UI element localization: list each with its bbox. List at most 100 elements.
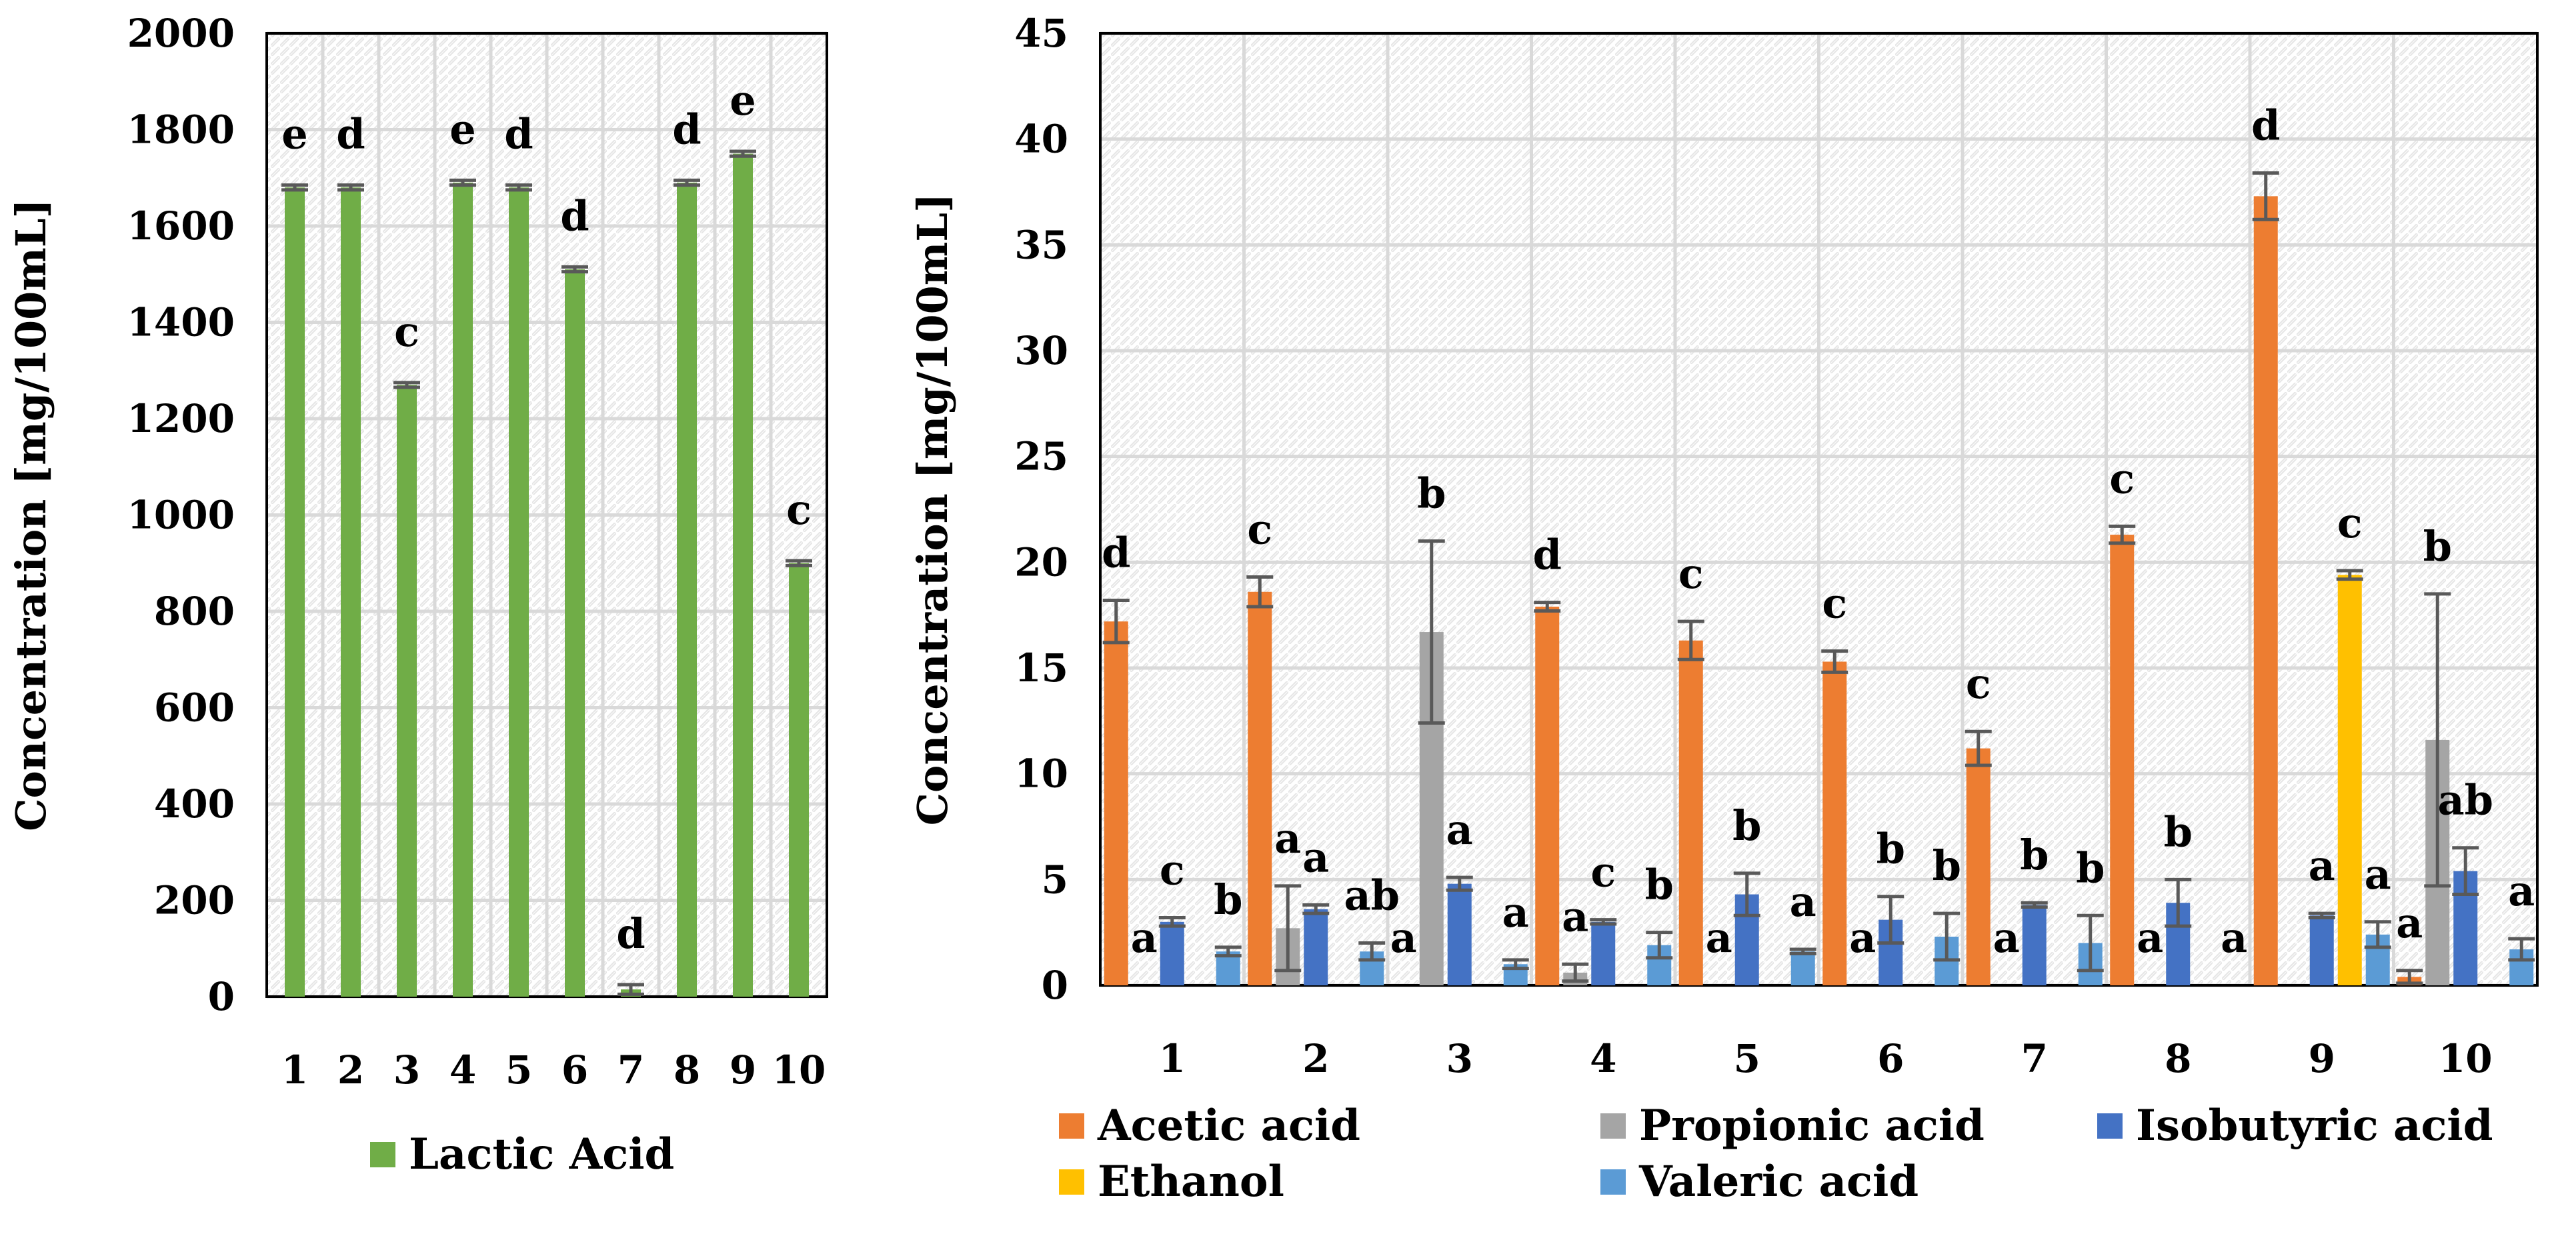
significance-label: c bbox=[1678, 549, 1704, 598]
y-tick-label: 200 bbox=[154, 878, 235, 923]
x-tick-label: 7 bbox=[2021, 1036, 2048, 1081]
legend-swatch bbox=[1600, 1169, 1626, 1195]
significance-label: c bbox=[2337, 499, 2363, 547]
significance-label: b bbox=[2076, 843, 2105, 892]
x-tick-label: 5 bbox=[1734, 1036, 1760, 1081]
significance-label: a bbox=[1446, 805, 1473, 854]
significance-label: c bbox=[2109, 454, 2135, 503]
y-tick-label: 0 bbox=[1042, 963, 1068, 1008]
significance-label: d bbox=[1533, 531, 1562, 579]
bar-lactic-acid bbox=[565, 269, 585, 997]
y-tick-label: 25 bbox=[1014, 434, 1068, 479]
y-tick-label: 10 bbox=[1014, 751, 1068, 797]
y-axis-label: Concentration [mg/100mL] bbox=[908, 193, 957, 826]
y-tick-label: 1400 bbox=[127, 300, 235, 345]
significance-label: d bbox=[616, 909, 645, 958]
significance-label: c bbox=[394, 307, 419, 356]
legend-label: Propionic acid bbox=[1639, 1101, 1985, 1151]
significance-label: a bbox=[1562, 892, 1588, 941]
significance-label: a bbox=[1274, 814, 1301, 863]
x-tick-label: 9 bbox=[2309, 1036, 2335, 1081]
bar-lactic-acid bbox=[733, 153, 753, 997]
significance-label: a bbox=[1131, 913, 1158, 962]
lactic-acid-chart: 0 200 400 600 800 1000 1200 1400 1600 1800 2000 1 2 3… bbox=[7, 11, 828, 1179]
y-tick-label: 1200 bbox=[127, 396, 235, 441]
significance-label: d bbox=[2251, 101, 2280, 149]
significance-label: a bbox=[1302, 833, 1329, 881]
y-axis-label: Concentration [mg/100mL] bbox=[7, 199, 55, 831]
bar-acetic-acid bbox=[1678, 640, 1703, 985]
bar-lactic-acid bbox=[453, 182, 473, 997]
x-tick-label: 7 bbox=[617, 1047, 644, 1093]
legend-label: Isobutyric acid bbox=[2136, 1101, 2493, 1151]
significance-label: c bbox=[1966, 659, 1991, 708]
bar-lactic-acid bbox=[285, 187, 305, 997]
significance-label: b bbox=[1214, 875, 1242, 924]
significance-label: a bbox=[1849, 913, 1876, 962]
significance-label: c bbox=[1590, 848, 1616, 897]
bar-lactic-acid bbox=[341, 187, 361, 997]
x-tick-label: 8 bbox=[674, 1047, 700, 1093]
legend-label: Acetic acid bbox=[1097, 1101, 1360, 1151]
legend-swatch bbox=[1059, 1113, 1084, 1139]
bar-lactic-acid bbox=[677, 182, 697, 997]
bar-valeric-acid bbox=[1790, 951, 1815, 985]
bar-acetic-acid bbox=[1966, 748, 1991, 985]
y-tick-label: 800 bbox=[154, 589, 235, 634]
x-tick-label: 6 bbox=[1877, 1036, 1904, 1081]
significance-label: b bbox=[2423, 522, 2452, 571]
bar-acetic-acid bbox=[2110, 535, 2135, 985]
y-tick-label: 30 bbox=[1014, 328, 1068, 373]
x-tick-label: 8 bbox=[2165, 1036, 2191, 1081]
bar-acetic-acid bbox=[2253, 196, 2278, 985]
bar-isobutyric-acid bbox=[1304, 909, 1328, 985]
legend-swatch bbox=[370, 1142, 395, 1167]
bar-acetic-acid bbox=[1535, 606, 1560, 985]
y-tick-label: 1800 bbox=[127, 107, 235, 153]
plot-border bbox=[1099, 32, 2539, 987]
y-tick-label: 0 bbox=[208, 974, 235, 1019]
significance-label: a bbox=[2309, 841, 2335, 890]
bar-lactic-acid bbox=[397, 385, 417, 997]
significance-label: a bbox=[2508, 867, 2535, 915]
bar-isobutyric-acid bbox=[1591, 921, 1616, 985]
y-tick-label: 2000 bbox=[127, 11, 235, 56]
significance-label: ab bbox=[1344, 871, 1400, 920]
bar-lactic-acid bbox=[509, 187, 529, 997]
y-tick-label: 1600 bbox=[127, 203, 235, 249]
bar-acetic-acid bbox=[1104, 621, 1128, 985]
y-tick-label: 400 bbox=[154, 781, 235, 827]
significance-label: e bbox=[730, 76, 756, 125]
x-tick-label: 1 bbox=[281, 1047, 308, 1093]
significance-label: a bbox=[2137, 913, 2163, 962]
x-tick-label: 2 bbox=[337, 1047, 364, 1093]
significance-label: c bbox=[1247, 505, 1272, 554]
legend-label: Valeric acid bbox=[1638, 1157, 1918, 1207]
y-tick-label: 600 bbox=[154, 685, 235, 731]
significance-label: ab bbox=[2437, 776, 2493, 825]
significance-label: e bbox=[281, 110, 307, 159]
significance-label: d bbox=[560, 191, 589, 240]
legend-swatch bbox=[1600, 1113, 1626, 1139]
significance-label: d bbox=[1102, 528, 1130, 577]
significance-label: c bbox=[1822, 579, 1847, 628]
significance-label: a bbox=[2365, 850, 2391, 899]
x-tick-label: 1 bbox=[1159, 1036, 1186, 1081]
bar-isobutyric-acid bbox=[2022, 905, 2047, 985]
y-tick-label: 5 bbox=[1042, 857, 1068, 902]
y-tick-label: 35 bbox=[1014, 222, 1068, 267]
x-tick-label: 3 bbox=[393, 1047, 420, 1093]
x-tick-label: 5 bbox=[505, 1047, 532, 1093]
y-tick-label: 15 bbox=[1014, 645, 1068, 691]
significance-label: d bbox=[336, 110, 365, 159]
x-tick-label: 9 bbox=[730, 1047, 756, 1093]
significance-label: a bbox=[2221, 913, 2247, 962]
plot-border bbox=[265, 32, 828, 998]
x-tick-label: 4 bbox=[449, 1047, 476, 1093]
legend-swatch bbox=[1059, 1169, 1084, 1195]
y-tick-label: 1000 bbox=[127, 493, 235, 538]
significance-label: b bbox=[1933, 841, 1961, 890]
significance-label: b bbox=[2164, 807, 2193, 856]
